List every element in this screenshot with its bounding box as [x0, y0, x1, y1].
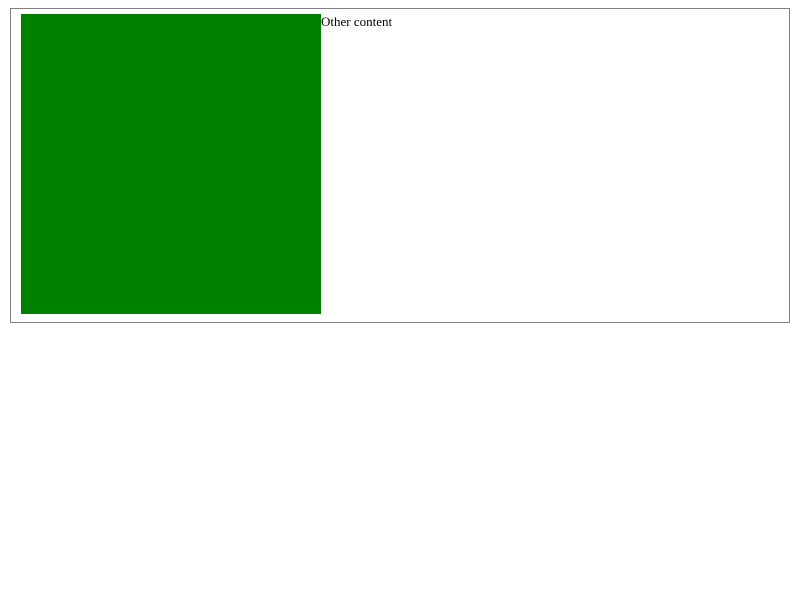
content-frame: Other content — [10, 8, 790, 323]
green-box — [21, 14, 321, 314]
other-content-text: Other content — [321, 14, 393, 29]
